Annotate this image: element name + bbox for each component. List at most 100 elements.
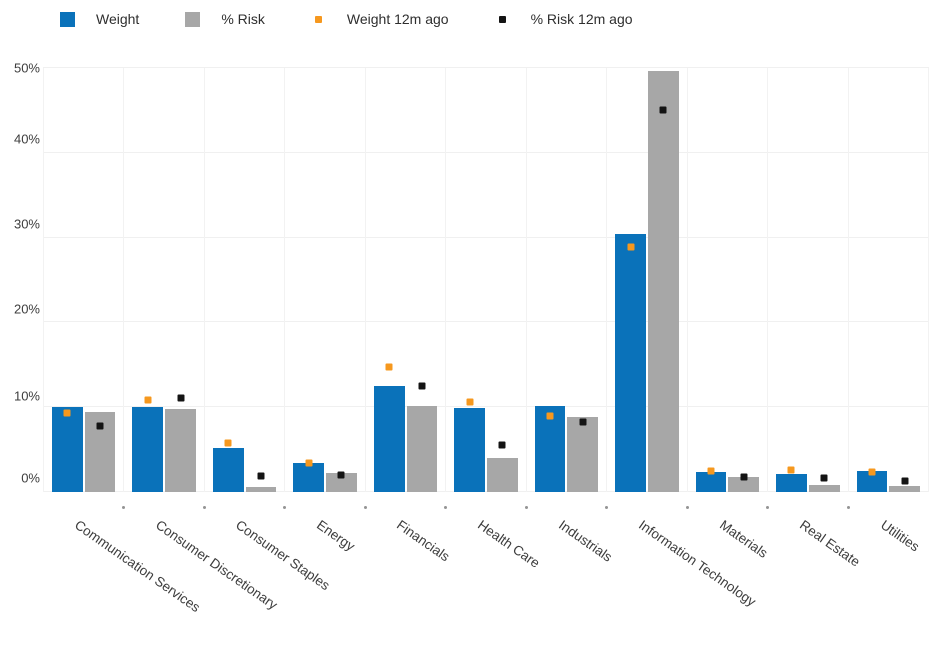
marker-risk-12m-ago-communication-services[interactable] — [96, 422, 104, 430]
marker-weight-12m-ago-communication-services[interactable] — [63, 409, 71, 417]
gridline — [43, 236, 929, 238]
marker-risk-12m-ago-energy[interactable] — [337, 471, 345, 479]
bar-weight-materials[interactable] — [695, 471, 727, 492]
series-column — [487, 68, 518, 492]
x-tick-label-industrials: Industrials — [555, 517, 615, 565]
series-column — [454, 68, 485, 492]
bar-weight-utilities[interactable] — [856, 470, 888, 492]
bar-groups — [43, 68, 929, 509]
marker-risk-12m-ago-utilities[interactable] — [901, 477, 909, 485]
bar-risk-energy[interactable] — [326, 473, 357, 492]
bar-group-utilities — [849, 68, 929, 492]
series-column — [84, 68, 116, 492]
marker-weight-12m-ago-information-technology[interactable] — [627, 243, 635, 251]
marker-weight-12m-ago-industrials[interactable] — [546, 412, 554, 420]
legend-item-risk[interactable]: % Risk — [185, 11, 265, 27]
marker-risk-12m-ago-information-technology[interactable] — [659, 106, 667, 114]
bar-group-consumer-discretionary — [124, 68, 207, 509]
bar-group-real-estate — [768, 68, 850, 509]
series-column — [615, 68, 646, 492]
series-column — [293, 68, 325, 492]
gridline — [43, 151, 929, 153]
series-column — [728, 68, 760, 492]
legend-item-weight-12m[interactable]: Weight 12m ago — [311, 11, 449, 27]
marker-weight-12m-ago-financials[interactable] — [385, 363, 393, 371]
bar-risk-industrials[interactable] — [567, 416, 599, 492]
weight-12m-marker-icon — [311, 12, 326, 27]
marker-risk-12m-ago-health-care[interactable] — [498, 441, 506, 449]
legend-label: Weight — [96, 11, 140, 27]
marker-risk-12m-ago-industrials[interactable] — [579, 418, 587, 426]
bar-risk-information-technology[interactable] — [647, 71, 679, 492]
bar-risk-financials[interactable] — [406, 405, 438, 492]
series-column — [567, 68, 599, 492]
bar-group-industrials — [527, 68, 609, 509]
bar-risk-consumer-staples[interactable] — [245, 486, 277, 492]
bar-weight-health-care[interactable] — [454, 408, 485, 492]
series-column — [808, 68, 840, 492]
y-tick-label: 0% — [21, 470, 40, 486]
x-tick-label-energy: Energy — [313, 517, 358, 555]
legend-label: Weight 12m ago — [346, 11, 449, 27]
gridline — [43, 67, 929, 68]
marker-weight-12m-ago-energy[interactable] — [305, 459, 313, 467]
gridline — [43, 491, 929, 492]
marker-risk-12m-ago-real-estate[interactable] — [820, 474, 828, 482]
bar-risk-real-estate[interactable] — [808, 485, 840, 492]
x-tick-label-materials: Materials — [716, 517, 771, 561]
marker-risk-12m-ago-consumer-staples[interactable] — [257, 472, 265, 480]
series-column — [52, 68, 83, 492]
x-tick-label-financials: Financials — [394, 517, 453, 565]
bar-group-health-care — [446, 68, 529, 509]
plot-area — [43, 67, 929, 509]
bar-group-communication-services — [43, 68, 126, 509]
gridline — [43, 321, 929, 323]
y-tick-label: 10% — [13, 388, 40, 404]
marker-weight-12m-ago-real-estate[interactable] — [787, 466, 795, 474]
y-tick-label: 40% — [13, 131, 40, 147]
marker-risk-12m-ago-materials[interactable] — [740, 473, 748, 481]
series-column — [695, 68, 727, 492]
marker-weight-12m-ago-materials[interactable] — [707, 467, 715, 475]
y-axis: 0% 10% 20% 30% 40% 50% — [0, 61, 40, 492]
y-tick-label: 20% — [13, 301, 40, 317]
bar-group-energy — [285, 68, 368, 509]
y-tick-label: 50% — [13, 60, 40, 76]
marker-weight-12m-ago-consumer-staples[interactable] — [224, 439, 232, 447]
bar-weight-energy[interactable] — [293, 463, 325, 492]
bar-weight-consumer-discretionary[interactable] — [132, 407, 164, 492]
series-column — [856, 68, 888, 492]
bar-risk-consumer-discretionary[interactable] — [165, 408, 196, 492]
marker-risk-12m-ago-financials[interactable] — [418, 382, 426, 390]
chart-legend: Weight % Risk Weight 12m ago % Risk 12m … — [60, 10, 633, 28]
bar-weight-financials[interactable] — [373, 386, 405, 492]
legend-item-risk-12m[interactable]: % Risk 12m ago — [495, 11, 633, 27]
series-column — [534, 68, 566, 492]
marker-risk-12m-ago-consumer-discretionary[interactable] — [177, 394, 185, 402]
marker-weight-12m-ago-utilities[interactable] — [868, 468, 876, 476]
bar-weight-real-estate[interactable] — [776, 474, 807, 492]
legend-item-weight[interactable]: Weight — [60, 11, 139, 27]
bar-weight-communication-services[interactable] — [52, 407, 83, 492]
marker-weight-12m-ago-consumer-discretionary[interactable] — [144, 396, 152, 404]
gridline — [43, 406, 929, 408]
series-column — [326, 68, 357, 492]
series-column — [776, 68, 807, 492]
series-column — [373, 68, 405, 492]
legend-label: % Risk 12m ago — [530, 11, 633, 27]
risk-swatch-icon — [185, 11, 201, 27]
series-column — [647, 68, 679, 492]
bar-weight-information-technology[interactable] — [615, 234, 646, 492]
bar-weight-industrials[interactable] — [534, 405, 566, 492]
bar-risk-health-care[interactable] — [487, 458, 518, 492]
bar-group-information-technology — [607, 68, 690, 509]
x-tick-label-real-estate: Real Estate — [797, 517, 863, 570]
x-tick-label-utilities: Utilities — [877, 517, 922, 555]
series-column — [406, 68, 438, 492]
bar-risk-utilities[interactable] — [889, 486, 920, 492]
bar-risk-materials[interactable] — [728, 476, 760, 492]
series-column — [165, 68, 196, 492]
marker-weight-12m-ago-health-care[interactable] — [466, 398, 474, 406]
bar-weight-consumer-staples[interactable] — [212, 447, 244, 492]
bar-group-materials — [688, 68, 770, 509]
